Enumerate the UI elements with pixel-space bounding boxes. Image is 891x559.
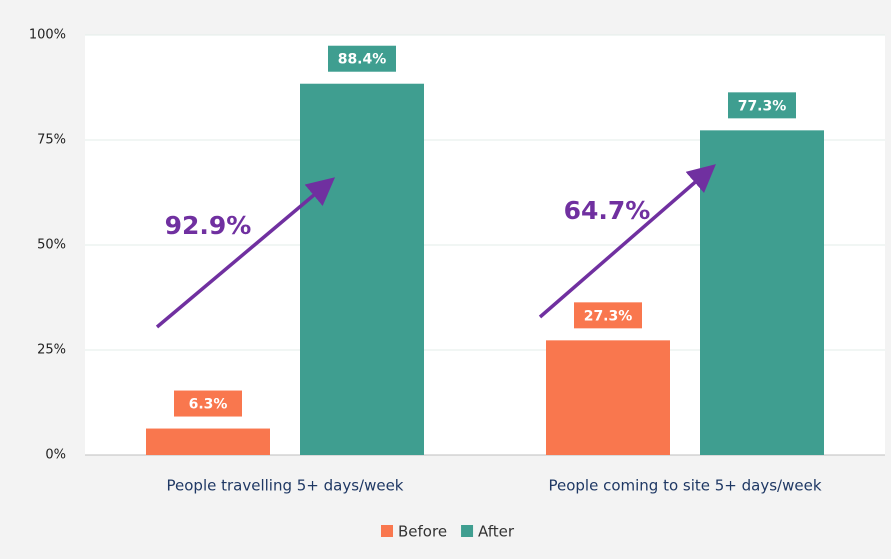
legend-swatch [381, 525, 393, 537]
bar [700, 130, 824, 455]
value-label: 27.3% [584, 308, 633, 324]
legend-label: After [478, 523, 515, 541]
y-tick-label: 100% [29, 28, 66, 43]
value-label: 6.3% [189, 397, 228, 413]
y-tick-label: 50% [37, 238, 66, 253]
value-label-box [328, 45, 396, 72]
annotation-arrow [538, 164, 716, 319]
bar [546, 340, 670, 455]
bar [146, 428, 270, 455]
value-label-box [174, 390, 242, 417]
x-tick-label: People coming to site 5+ days/week [548, 477, 821, 495]
legend-swatch [461, 525, 474, 537]
legend-label: Before [398, 523, 447, 541]
x-tick-label: People travelling 5+ days/week [167, 477, 404, 495]
value-label-box [574, 302, 642, 329]
value-label-box [728, 92, 796, 119]
y-tick-label: 0% [45, 448, 66, 463]
annotation-arrow [155, 177, 336, 329]
annotation: 92.9% [165, 211, 252, 240]
value-label: 77.3% [738, 98, 787, 114]
bar [300, 83, 424, 455]
y-tick-label: 25% [37, 343, 66, 358]
value-label: 88.4% [338, 52, 387, 68]
annotation: 64.7% [564, 196, 651, 225]
y-tick-label: 75% [37, 133, 66, 148]
